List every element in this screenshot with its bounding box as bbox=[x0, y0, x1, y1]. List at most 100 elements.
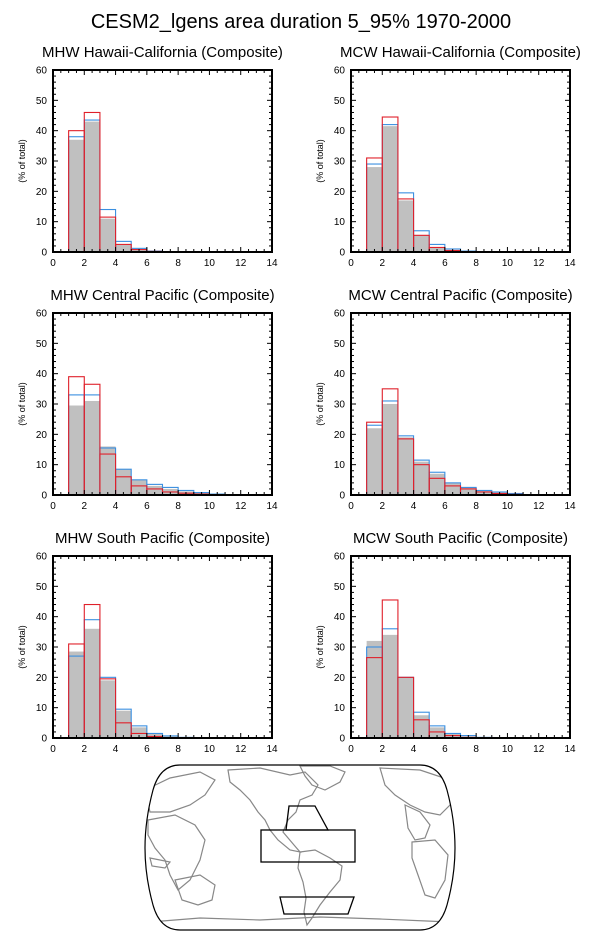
x-tick-label: 0 bbox=[50, 744, 56, 755]
y-axis-label: (% of total) bbox=[17, 382, 27, 426]
panel-title: MHW South Pacific (Composite) bbox=[55, 530, 270, 547]
x-tick-label: 6 bbox=[144, 501, 150, 512]
x-tick-label: 0 bbox=[50, 258, 56, 269]
y-tick-label: 60 bbox=[36, 309, 48, 320]
y-tick-label: 40 bbox=[36, 612, 48, 623]
bar-gray-bin-2 bbox=[84, 122, 100, 252]
y-tick-label: 30 bbox=[36, 157, 48, 168]
x-tick-label: 4 bbox=[113, 258, 119, 269]
world-map bbox=[145, 765, 455, 935]
y-tick-label: 20 bbox=[334, 187, 346, 198]
x-tick-label: 8 bbox=[473, 501, 479, 512]
panel-title: MCW South Pacific (Composite) bbox=[353, 530, 568, 547]
panel-title: MHW Hawaii-California (Composite) bbox=[42, 44, 283, 61]
x-tick-label: 14 bbox=[266, 744, 278, 755]
bar-gray-bin-1 bbox=[367, 167, 383, 252]
y-axis-label: (% of total) bbox=[315, 139, 325, 183]
y-tick-label: 60 bbox=[36, 552, 48, 563]
y-tick-label: 30 bbox=[334, 400, 346, 411]
x-tick-label: 12 bbox=[235, 744, 247, 755]
antarctica-outline bbox=[150, 917, 450, 935]
bar-gray-bin-1 bbox=[367, 641, 383, 738]
y-tick-label: 60 bbox=[334, 552, 346, 563]
bar-gray-bin-2 bbox=[382, 404, 398, 495]
y-tick-label: 10 bbox=[36, 217, 48, 228]
eurasia-west-outline bbox=[145, 772, 215, 812]
x-tick-label: 6 bbox=[442, 501, 448, 512]
north-america-outline bbox=[228, 768, 318, 852]
y-tick-label: 0 bbox=[339, 248, 345, 259]
x-tick-label: 2 bbox=[380, 744, 386, 755]
x-tick-label: 10 bbox=[502, 501, 514, 512]
y-tick-label: 50 bbox=[36, 96, 48, 107]
x-tick-label: 0 bbox=[348, 501, 354, 512]
y-axis-label: (% of total) bbox=[17, 625, 27, 669]
x-tick-label: 12 bbox=[533, 258, 545, 269]
x-tick-label: 10 bbox=[204, 744, 216, 755]
y-tick-label: 0 bbox=[41, 248, 47, 259]
figure-title: CESM2_lgens area duration 5_95% 1970-200… bbox=[91, 11, 511, 33]
y-tick-label: 10 bbox=[334, 460, 346, 471]
region-box-south-pacific bbox=[280, 897, 354, 914]
x-tick-label: 2 bbox=[380, 501, 386, 512]
bar-gray-bin-1 bbox=[69, 652, 85, 738]
y-tick-label: 20 bbox=[36, 673, 48, 684]
x-tick-label: 14 bbox=[564, 501, 576, 512]
y-tick-label: 40 bbox=[334, 369, 346, 380]
x-tick-label: 4 bbox=[411, 258, 417, 269]
region-box-hawaii-california bbox=[286, 806, 328, 830]
panel-2: MCW Hawaii-California (Composite)(% of t… bbox=[315, 44, 581, 269]
y-tick-label: 20 bbox=[36, 187, 48, 198]
x-tick-label: 12 bbox=[533, 501, 545, 512]
panel-3: MHW Central Pacific (Composite) (% of tot… bbox=[17, 287, 278, 512]
panel-4: MCW Central Pacific (Composite)(% of tot… bbox=[315, 287, 576, 512]
y-tick-label: 40 bbox=[36, 126, 48, 137]
x-tick-label: 6 bbox=[144, 258, 150, 269]
y-tick-label: 20 bbox=[334, 673, 346, 684]
y-tick-label: 10 bbox=[334, 217, 346, 228]
bar-gray-bin-2 bbox=[84, 401, 100, 495]
y-tick-label: 0 bbox=[339, 491, 345, 502]
y-axis-label: (% of total) bbox=[17, 139, 27, 183]
panel-title: MCW Central Pacific (Composite) bbox=[348, 287, 572, 304]
x-tick-label: 10 bbox=[204, 258, 216, 269]
x-tick-label: 8 bbox=[473, 258, 479, 269]
panel-title: MHW Central Pacific (Composite) bbox=[50, 287, 274, 304]
bar-gray-bin-4 bbox=[116, 469, 132, 495]
x-tick-label: 8 bbox=[473, 744, 479, 755]
x-tick-label: 12 bbox=[533, 744, 545, 755]
africa-outline bbox=[148, 815, 205, 890]
bar-gray-bin-2 bbox=[84, 629, 100, 738]
x-tick-label: 6 bbox=[442, 744, 448, 755]
y-tick-label: 50 bbox=[334, 339, 346, 350]
x-tick-label: 10 bbox=[502, 744, 514, 755]
x-tick-label: 2 bbox=[82, 258, 88, 269]
y-tick-label: 50 bbox=[36, 582, 48, 593]
y-tick-label: 60 bbox=[334, 309, 346, 320]
australia-outline bbox=[175, 875, 215, 905]
y-tick-label: 40 bbox=[334, 612, 346, 623]
x-tick-label: 14 bbox=[564, 258, 576, 269]
y-tick-label: 0 bbox=[339, 734, 345, 745]
y-tick-label: 60 bbox=[334, 66, 346, 77]
bar-gray-bin-3 bbox=[398, 200, 414, 252]
y-tick-label: 50 bbox=[36, 339, 48, 350]
bar-gray-bin-2 bbox=[382, 635, 398, 738]
panel-5: MHW South Pacific (Composite) (% of total… bbox=[17, 530, 278, 755]
y-tick-label: 50 bbox=[334, 96, 346, 107]
y-tick-label: 60 bbox=[36, 66, 48, 77]
y-tick-label: 50 bbox=[334, 582, 346, 593]
bar-gray-bin-3 bbox=[100, 680, 116, 738]
x-tick-label: 10 bbox=[204, 501, 216, 512]
bar-gray-bin-1 bbox=[367, 428, 383, 495]
x-tick-label: 14 bbox=[266, 258, 278, 269]
bar-gray-bin-4 bbox=[414, 715, 430, 738]
y-tick-label: 0 bbox=[41, 734, 47, 745]
y-tick-label: 40 bbox=[334, 126, 346, 137]
bar-gray-bin-4 bbox=[116, 711, 132, 738]
x-tick-label: 0 bbox=[348, 744, 354, 755]
bar-gray-bin-1 bbox=[69, 140, 85, 252]
panel-1: MHW Hawaii-California (Composite) (% of t… bbox=[17, 44, 283, 269]
